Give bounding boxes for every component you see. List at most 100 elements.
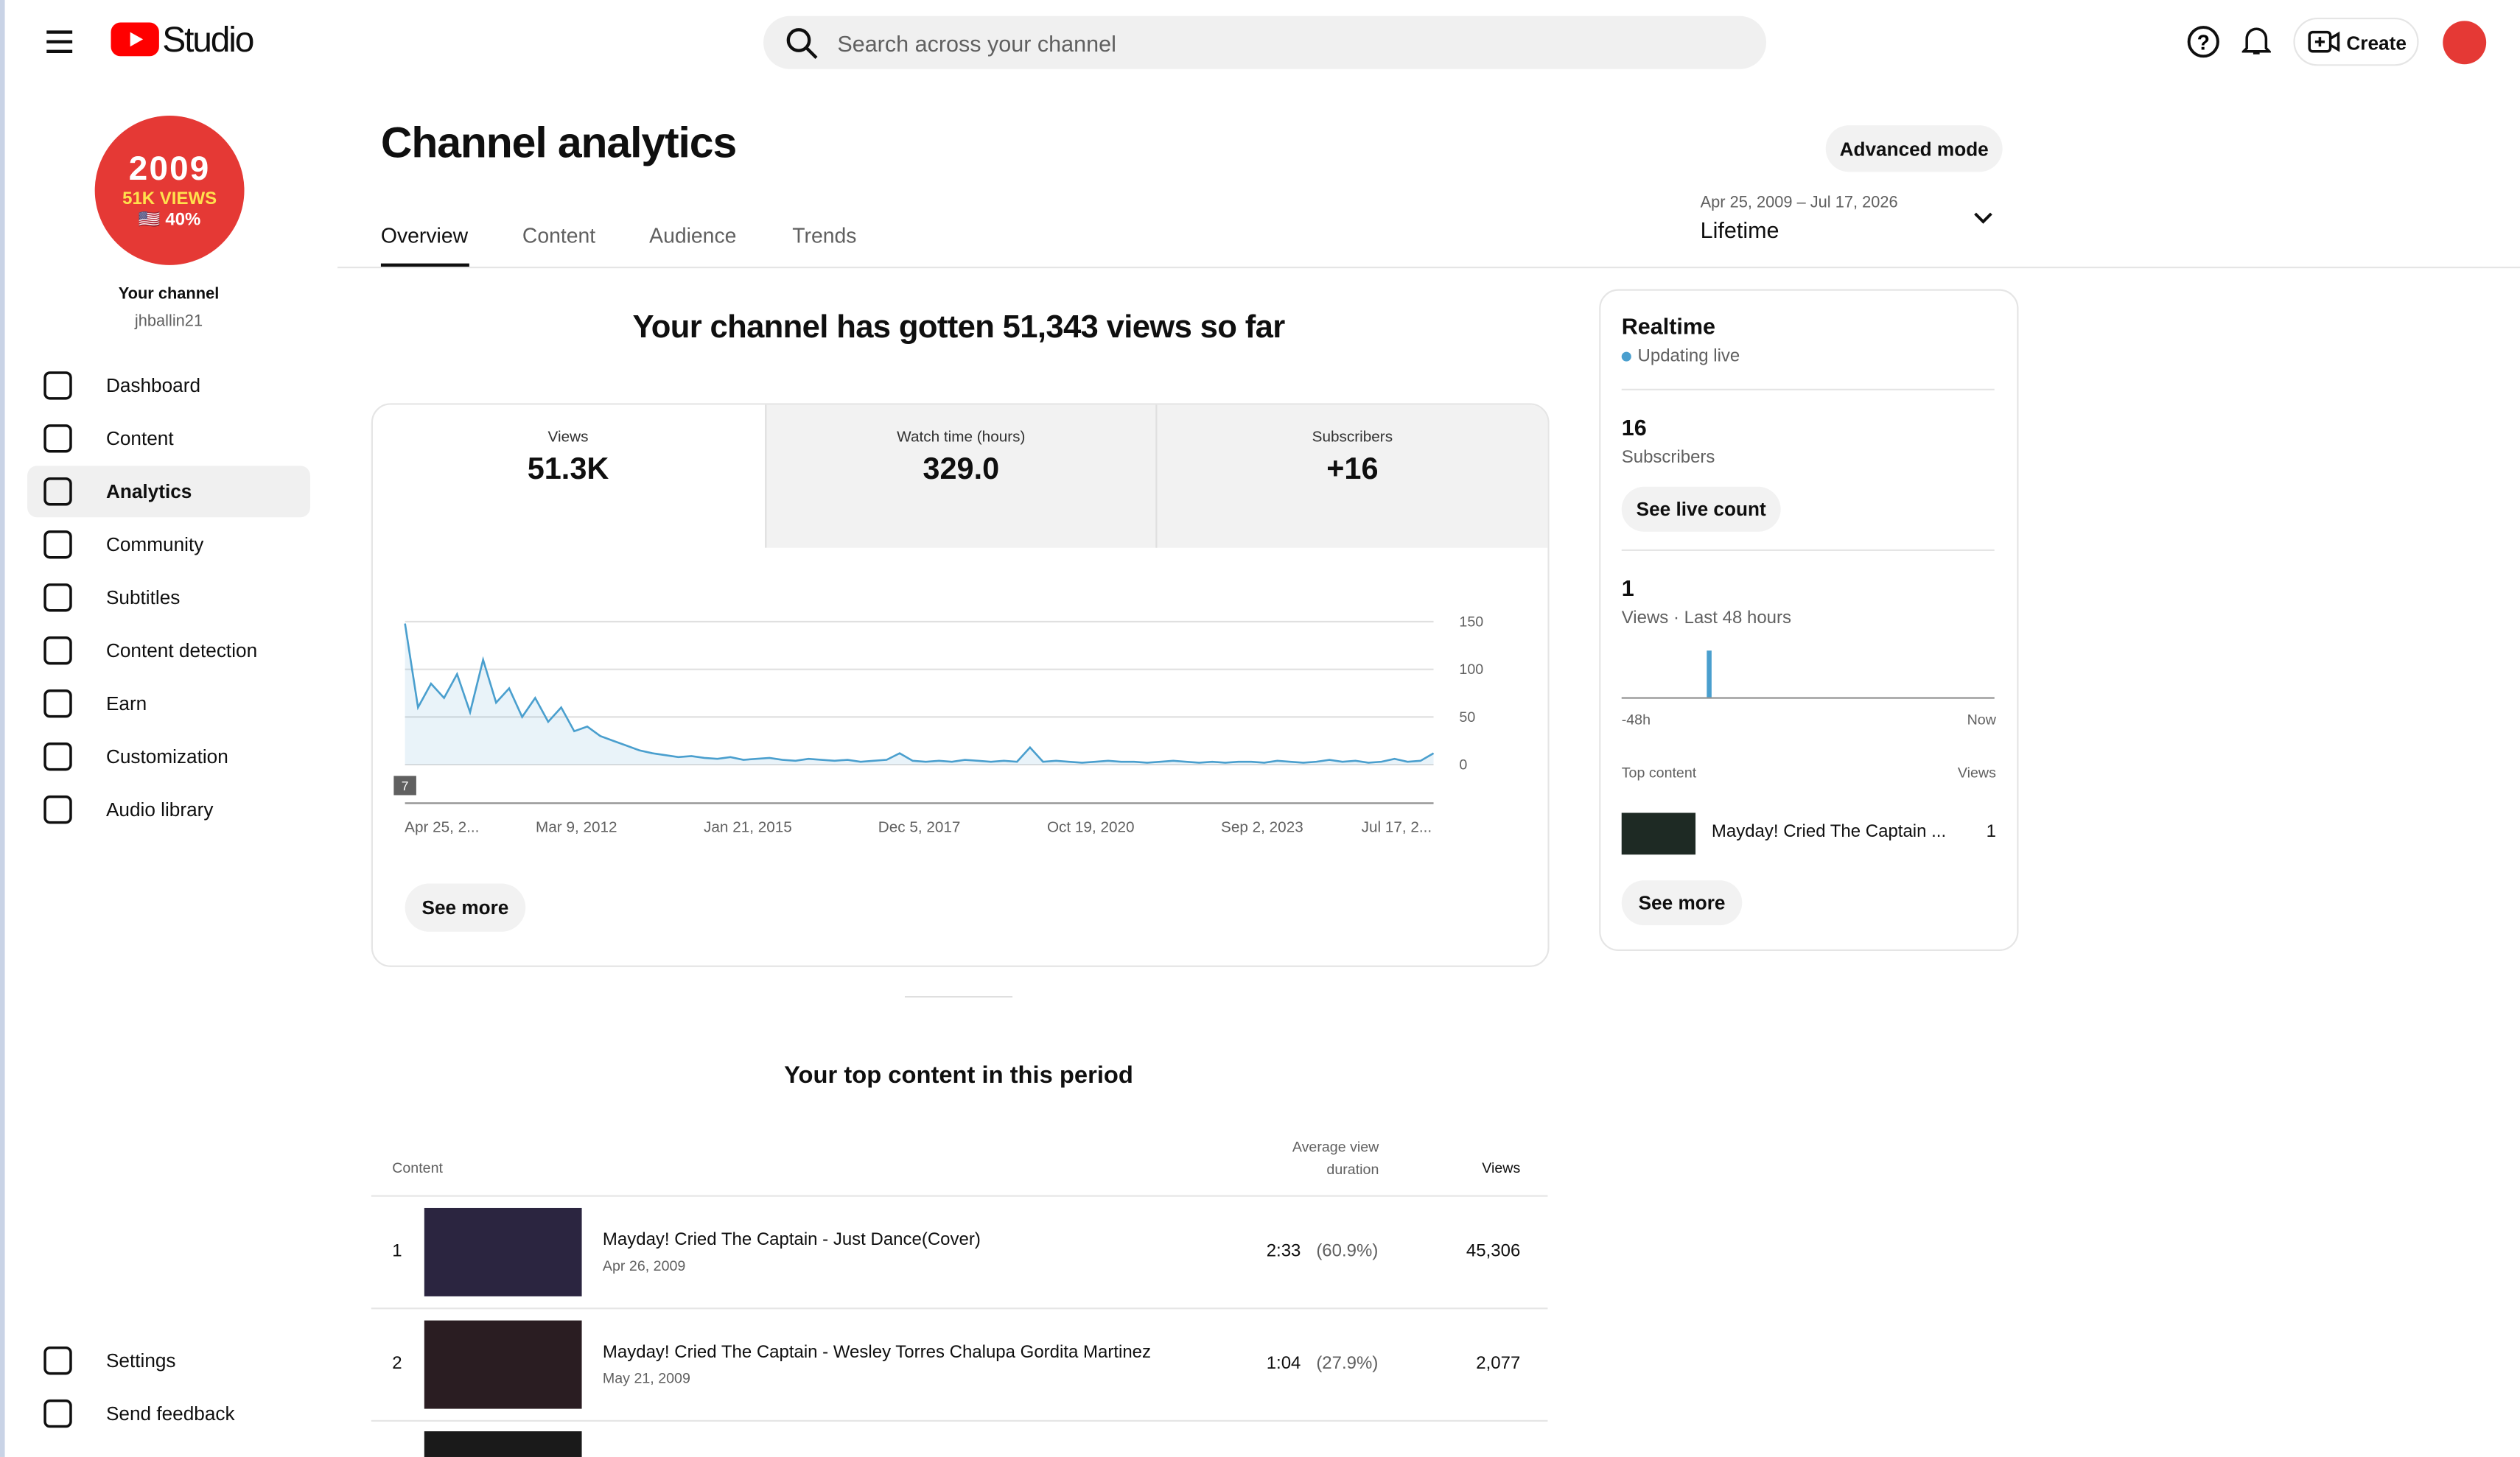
top-video-title[interactable]: Mayday! Cried The Captain ... xyxy=(1711,822,1947,842)
divider xyxy=(337,267,2520,269)
x-tick-label: Jan 21, 2015 xyxy=(704,819,792,836)
notifications-icon[interactable] xyxy=(2241,24,2271,57)
video-date: May 21, 2009 xyxy=(602,1370,690,1387)
nav-item[interactable]: Settings xyxy=(27,1335,310,1386)
icon-shape xyxy=(43,583,72,612)
thumbnail[interactable] xyxy=(424,1431,582,1457)
nav-label: Content detection xyxy=(105,639,258,662)
subscriber-count: 16 xyxy=(1621,414,1647,440)
live-dot xyxy=(1621,351,1631,362)
dropdown-icon[interactable] xyxy=(1972,211,1995,227)
metric-tab[interactable]: Views 51.3K xyxy=(373,405,763,548)
channel-avatar[interactable]: 2009 51K VIEWS 🇺🇸 40% xyxy=(94,116,245,265)
avatar-text: 2009 xyxy=(128,150,211,189)
top-video-views: 1 xyxy=(1986,822,1996,842)
nav-item[interactable]: Subtitles xyxy=(27,572,310,623)
period[interactable]: Lifetime xyxy=(1700,217,1779,243)
tab[interactable]: Trends xyxy=(792,223,857,247)
icon-shape xyxy=(43,1346,72,1375)
divider xyxy=(371,1195,1548,1197)
divider xyxy=(904,996,1013,998)
headline: Your channel has gotten 51,343 views so … xyxy=(632,309,1286,345)
metric-tab[interactable]: Subscribers +16 xyxy=(1155,404,1548,548)
icon-shape xyxy=(43,530,72,559)
axis-label: Now xyxy=(1967,712,1996,728)
logo-text: Studio xyxy=(162,19,254,60)
nav-item[interactable]: Audio library xyxy=(27,784,310,835)
nav-item[interactable]: Content xyxy=(27,412,310,464)
icon-shape xyxy=(43,371,72,400)
views: 2,077 xyxy=(1476,1354,1521,1374)
divider xyxy=(1621,388,1995,390)
x-tick-label: Oct 19, 2020 xyxy=(1047,819,1135,836)
video-title[interactable]: Mayday! Cried The Captain - Just Dance(C… xyxy=(602,1230,981,1250)
x-tick-label: Mar 9, 2012 xyxy=(536,819,617,836)
nav-label: Subtitles xyxy=(105,586,181,609)
page-title: Channel analytics xyxy=(380,119,737,167)
help-icon[interactable]: ? xyxy=(2187,26,2219,58)
metric-label: Watch time (hours) xyxy=(897,429,1026,447)
nav-item[interactable]: Dashboard xyxy=(27,359,310,411)
realtime-bar xyxy=(1707,650,1712,698)
live-count-button[interactable]: See live count xyxy=(1621,486,1781,532)
thumbnail[interactable] xyxy=(424,1320,582,1409)
views-chart: 0 50 100 150 7 Apr 25, 2... Mar 9, 2012 Jan 21,… xyxy=(393,614,1483,836)
realtime-status: Updating live xyxy=(1637,347,1740,367)
nav-icon xyxy=(43,636,72,665)
nav-item[interactable]: Community xyxy=(27,519,310,570)
youtube-logo[interactable] xyxy=(111,22,159,57)
rank: 1 xyxy=(392,1241,402,1261)
nav-icon xyxy=(43,530,72,559)
metric-tab[interactable]: Watch time (hours) 329.0 xyxy=(764,404,1157,548)
video-title[interactable]: Mayday! Cried The Captain - Wesley Torre… xyxy=(602,1343,1152,1363)
icon-shape xyxy=(43,636,72,665)
nav-item[interactable]: Content detection xyxy=(27,625,310,676)
metric-value: 329.0 xyxy=(923,452,1000,487)
see-more-button[interactable]: See more xyxy=(405,883,526,932)
y-tick-label: 50 xyxy=(1459,709,1475,726)
date-range[interactable]: Apr 25, 2009 – Jul 17, 2026 xyxy=(1700,194,1898,212)
column-header: Average view duration xyxy=(1292,1139,1379,1178)
rank: 2 xyxy=(392,1354,402,1374)
nav-icon xyxy=(43,1399,72,1428)
account-avatar[interactable] xyxy=(2443,21,2487,65)
nav-item[interactable]: Analytics xyxy=(27,466,310,518)
nav-item[interactable]: Customization xyxy=(27,731,310,782)
nav-label: Earn xyxy=(105,692,147,715)
channel-handle: jhballin21 xyxy=(134,313,203,331)
line xyxy=(404,623,1435,764)
create-button[interactable]: Create xyxy=(2293,17,2419,66)
y-tick-label: 0 xyxy=(1459,757,1467,773)
nav-item[interactable]: Send feedback xyxy=(27,1388,310,1439)
tab[interactable]: Audience xyxy=(649,223,737,247)
icon-shape xyxy=(43,795,72,824)
duration-percent: (60.9%) xyxy=(1316,1241,1379,1261)
divider xyxy=(371,1307,1548,1310)
see-more-button[interactable]: See more xyxy=(1621,880,1743,926)
search-box[interactable]: Search across your channel xyxy=(763,15,1767,69)
nav-item[interactable]: Earn xyxy=(27,678,310,729)
nav-label: Audio library xyxy=(105,798,214,821)
duration: 2:33 xyxy=(1266,1241,1301,1261)
create-icon xyxy=(2308,30,2340,53)
nav-label: Analytics xyxy=(105,480,192,503)
x-tick-label: Dec 5, 2017 xyxy=(878,819,961,836)
thumbnail[interactable] xyxy=(424,1207,582,1296)
tab[interactable]: Overview xyxy=(380,223,469,247)
tab[interactable]: Content xyxy=(522,223,596,247)
advanced-mode-button[interactable]: Advanced mode xyxy=(1825,125,2003,172)
nav-icon xyxy=(43,583,72,612)
video-date: Apr 26, 2009 xyxy=(602,1257,686,1274)
search-icon xyxy=(786,28,818,60)
nav-icon xyxy=(43,742,72,771)
column-header: Views xyxy=(1482,1159,1521,1176)
axis-label: -48h xyxy=(1621,712,1651,728)
views-column-label: Views xyxy=(1957,765,1996,781)
nav-icon xyxy=(43,795,72,824)
metric-value: 51.3K xyxy=(527,452,609,487)
realtime-title: Realtime xyxy=(1621,313,1716,340)
views: 45,306 xyxy=(1466,1241,1521,1261)
thumbnail[interactable] xyxy=(1621,812,1696,855)
menu-icon[interactable] xyxy=(45,29,74,55)
